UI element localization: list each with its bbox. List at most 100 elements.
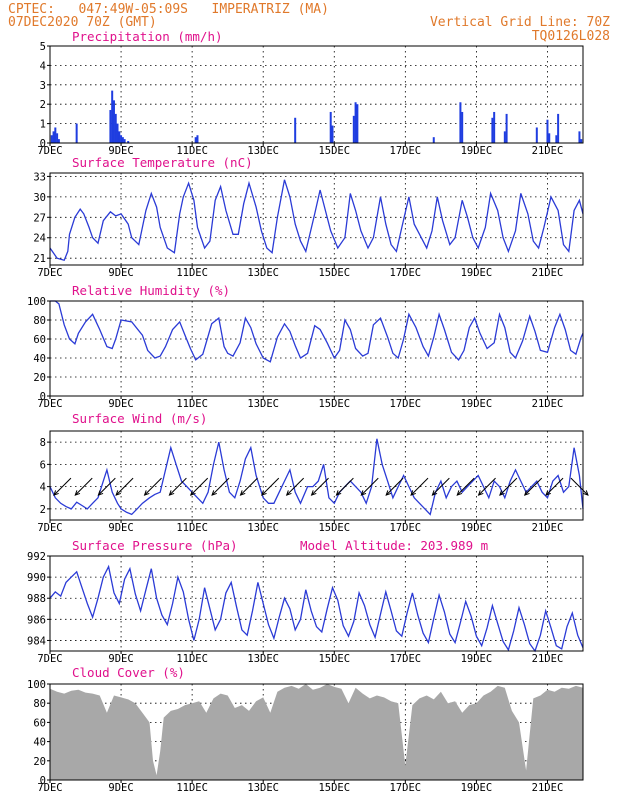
series-line — [49, 564, 584, 653]
x-tick-label: 13DEC — [247, 522, 279, 534]
x-tick-label: 15DEC — [318, 653, 350, 665]
x-tick-label: 17DEC — [390, 522, 422, 534]
y-tick-label: 988 — [27, 593, 46, 605]
wind-arrow-head — [456, 490, 463, 496]
y-tick-label: 20 — [33, 756, 46, 768]
plot-frame — [49, 430, 584, 521]
wind-arrow-head — [189, 490, 196, 496]
precip-bar — [57, 139, 60, 143]
wind-arrow-shaft — [311, 477, 329, 496]
x-tick-label: 9DEC — [108, 398, 133, 410]
y-tick-label: 30 — [33, 192, 46, 204]
y-tick-label: 21 — [33, 253, 46, 265]
x-tick-label: 11DEC — [176, 782, 208, 794]
y-tick-label: 80 — [33, 315, 46, 327]
precip-bar — [493, 111, 496, 143]
wind-arrow-head — [583, 490, 589, 496]
panel-6: Cloud Cover (%) 0 20 40 60 80 100 7DEC 9DEC 11DEC… — [27, 665, 584, 794]
wind-arrow-head — [523, 490, 530, 496]
precip-bar — [123, 139, 126, 143]
wind-arrow — [115, 477, 134, 496]
wind-arrow-shaft — [211, 477, 230, 496]
precip-bar — [75, 123, 78, 143]
wind-arrow-shaft — [190, 477, 209, 496]
wind-arrow — [53, 477, 72, 496]
panel-5: Surface Pressure (hPa) Model Altitude: 20… — [27, 538, 584, 665]
y-tick-label: 100 — [27, 679, 46, 691]
wind-arrow-head — [335, 490, 342, 496]
wind-arrow-head — [285, 490, 292, 496]
precip-bar — [329, 111, 332, 143]
wind-arrow-head — [115, 490, 122, 496]
precip-bar — [505, 113, 508, 143]
wind-arrow — [456, 477, 475, 496]
wind-arrow-head — [385, 490, 392, 496]
x-tick-label: 17DEC — [390, 782, 422, 794]
y-tick-label: 4 — [40, 482, 46, 494]
plot-frame — [49, 172, 584, 266]
y-tick-label: 24 — [33, 233, 46, 245]
wind-arrow — [285, 477, 305, 496]
x-tick-label: 19DEC — [461, 782, 493, 794]
precip-bar — [535, 127, 538, 143]
panel-3: Relative Humidity (%) 0 20 40 60 80 100 7DEC 9DE… — [27, 283, 584, 410]
plot-frame — [49, 683, 584, 781]
precip-bar — [578, 131, 581, 143]
precip-bar — [109, 110, 112, 143]
wind-arrow-shaft — [169, 477, 187, 496]
precip-bar — [491, 117, 494, 143]
x-tick-label: 15DEC — [318, 782, 350, 794]
panel-4: Surface Wind (m/s) 2 4 6 8 7DEC 9DEC 11DEC 13DEC… — [37, 411, 589, 534]
x-tick-label: 21DEC — [532, 522, 564, 534]
series-line — [49, 438, 584, 516]
x-tick-label: 13DEC — [247, 653, 279, 665]
wind-arrow-shaft — [240, 477, 258, 496]
x-tick-label: 15DEC — [318, 267, 350, 279]
plot-frame — [49, 555, 584, 652]
header-date: 07DEC2020 70Z (GMT) — [8, 15, 157, 30]
x-tick-label: 21DEC — [532, 782, 564, 794]
precip-bar — [461, 111, 464, 143]
wind-arrow-head — [53, 490, 59, 496]
panel-title: Cloud Cover (%) — [72, 665, 185, 680]
y-tick-label: 0 — [40, 391, 46, 403]
y-tick-label: 1 — [40, 119, 46, 131]
wind-arrow-shaft — [456, 477, 475, 496]
panel-1: Precipitation (mm/h) 0 1 2 3 4 5 7DEC 9DEC 11DEC 1… — [37, 29, 584, 157]
wind-arrow — [189, 477, 209, 496]
precip-bar — [580, 139, 583, 143]
wind-arrow-head — [239, 490, 246, 496]
header-vertical-grid-line: Vertical Grid Line: 70Z — [430, 15, 610, 30]
panel-title: Surface Pressure (hPa) — [72, 538, 238, 553]
x-tick-label: 9DEC — [108, 145, 133, 157]
precip-bar — [120, 135, 123, 143]
wind-arrow-head — [211, 490, 217, 496]
wind-arrow-shaft — [53, 477, 72, 496]
precip-bar — [54, 127, 57, 143]
wind-arrow — [410, 477, 429, 496]
y-tick-label: 60 — [33, 717, 46, 729]
y-tick-label: 60 — [33, 334, 46, 346]
wind-arrow-shaft — [144, 477, 162, 496]
y-tick-label: 0 — [40, 775, 46, 787]
x-tick-label: 17DEC — [390, 398, 422, 410]
y-tick-label: 0 — [40, 138, 46, 150]
x-tick-label: 19DEC — [461, 522, 493, 534]
wind-arrow-shaft — [385, 477, 404, 496]
wind-arrow-shaft — [545, 477, 564, 496]
precip-bar — [557, 113, 560, 143]
series-line — [49, 179, 584, 261]
precip-bar — [114, 113, 117, 143]
x-tick-label: 9DEC — [108, 782, 133, 794]
x-tick-label: 13DEC — [247, 782, 279, 794]
panel-title: Precipitation (mm/h) — [72, 29, 223, 44]
wind-arrow-head — [261, 490, 267, 496]
x-tick-label: 9DEC — [108, 653, 133, 665]
y-tick-label: 27 — [33, 212, 46, 224]
wind-arrow — [499, 477, 518, 496]
wind-arrow-shaft — [286, 477, 305, 496]
wind-arrow-head — [168, 490, 175, 496]
y-tick-label: 100 — [27, 296, 46, 308]
x-tick-label: 15DEC — [318, 398, 350, 410]
wind-arrow-shaft — [410, 477, 429, 496]
